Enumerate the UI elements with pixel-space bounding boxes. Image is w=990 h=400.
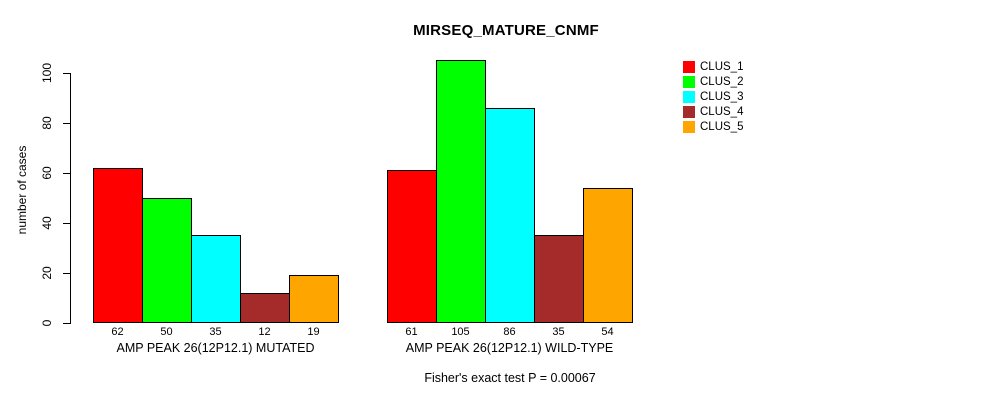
legend-swatch-CLUS_2	[683, 76, 695, 88]
group-label: AMP PEAK 26(12P12.1) WILD-TYPE	[405, 341, 614, 355]
y-tick-mark	[63, 73, 70, 74]
y-tick-label: 60	[40, 166, 54, 180]
legend-swatch-CLUS_4	[683, 106, 695, 118]
bar-CLUS_2-group1	[142, 198, 192, 323]
bar-CLUS_5-group2	[583, 188, 633, 323]
bar-CLUS_3-group1	[191, 235, 241, 323]
legend-swatch-CLUS_3	[683, 91, 695, 103]
legend-label: CLUS_2	[700, 76, 744, 88]
bar-value-label: 19	[307, 326, 320, 338]
y-tick-mark	[63, 323, 70, 324]
legend-label: CLUS_1	[700, 61, 744, 73]
bar-value-label: 105	[451, 326, 470, 338]
bar-value-label: 54	[601, 326, 614, 338]
legend-label: CLUS_4	[700, 106, 744, 118]
y-tick-mark	[63, 173, 70, 174]
y-tick-label: 100	[40, 62, 54, 84]
legend-label: CLUS_5	[700, 121, 744, 133]
group-label: AMP PEAK 26(12P12.1) MUTATED	[116, 341, 315, 355]
y-tick-label: 0	[40, 319, 54, 327]
bar-value-label: 61	[405, 326, 418, 338]
bar-value-label: 50	[160, 326, 173, 338]
bar-CLUS_1-group2	[387, 170, 437, 323]
chart-title: MIRSEQ_MATURE_CNMF	[413, 22, 599, 39]
bar-value-label: 35	[552, 326, 565, 338]
y-tick-mark	[63, 223, 70, 224]
fisher-test-annotation: Fisher's exact test P = 0.00067	[424, 371, 596, 385]
y-tick-mark	[63, 273, 70, 274]
bar-CLUS_5-group1	[289, 275, 339, 323]
bar-CLUS_3-group2	[485, 108, 535, 323]
bar-CLUS_4-group1	[240, 293, 290, 323]
bar-value-label: 86	[503, 326, 516, 338]
legend-label: CLUS_3	[700, 91, 744, 103]
bar-value-label: 62	[111, 326, 124, 338]
y-tick-label: 80	[40, 116, 54, 130]
y-axis-line	[70, 73, 71, 324]
y-tick-label: 40	[40, 216, 54, 230]
bar-value-label: 35	[209, 326, 222, 338]
legend-swatch-CLUS_1	[683, 61, 695, 73]
bar-CLUS_4-group2	[534, 235, 584, 323]
y-axis-label: number of cases	[15, 145, 29, 235]
y-tick-mark	[63, 123, 70, 124]
legend-swatch-CLUS_5	[683, 121, 695, 133]
bar-value-label: 12	[258, 326, 271, 338]
bar-CLUS_2-group2	[436, 60, 486, 323]
bar-CLUS_1-group1	[93, 168, 143, 323]
y-tick-label: 20	[40, 266, 54, 280]
